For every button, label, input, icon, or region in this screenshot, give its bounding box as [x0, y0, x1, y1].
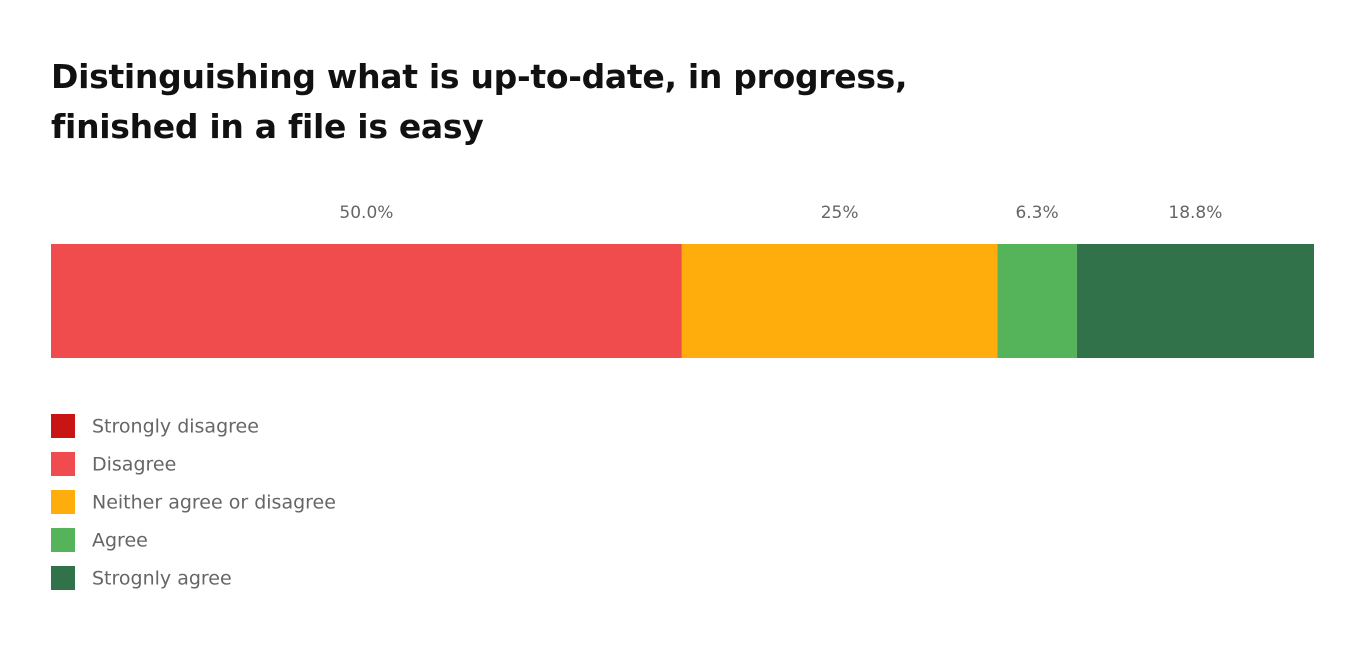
- legend-swatch: [51, 452, 75, 476]
- chart-title: Distinguishing what is up-to-date, in pr…: [51, 57, 908, 146]
- legend-swatch: [51, 490, 75, 514]
- value-label: 18.8%: [1168, 203, 1222, 223]
- bar-segment: [997, 244, 1077, 358]
- bar-segment: [681, 244, 998, 358]
- value-label: 25%: [821, 203, 859, 223]
- value-label: 50.0%: [339, 203, 393, 223]
- legend-label: Strognly agree: [92, 568, 232, 590]
- legend-label: Agree: [92, 530, 148, 552]
- legend-swatch: [51, 528, 75, 552]
- legend-swatch: [51, 414, 75, 438]
- legend-swatch: [51, 566, 75, 590]
- bar-segment: [51, 244, 682, 358]
- legend-label: Disagree: [92, 454, 176, 476]
- value-label: 6.3%: [1015, 203, 1058, 223]
- legend-label: Neither agree or disagree: [92, 492, 336, 514]
- bar-segment: [1076, 244, 1314, 358]
- legend-label: Strongly disagree: [92, 416, 259, 438]
